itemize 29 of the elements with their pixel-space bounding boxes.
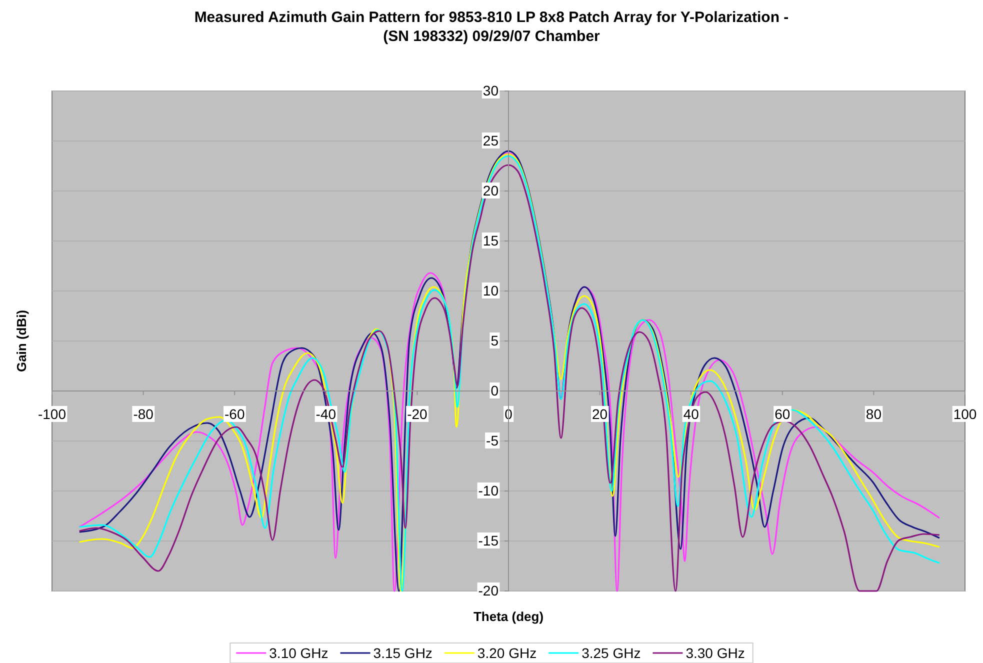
x-axis-title: Theta (deg)	[473, 609, 544, 624]
y-tick-label: -20	[478, 582, 499, 598]
x-tick-label: -80	[133, 406, 154, 422]
y-tick-label: 30	[482, 82, 499, 98]
y-tick-label: 5	[490, 332, 499, 348]
y-axis-title: Gain (dBi)	[14, 310, 29, 372]
y-tick-label: -15	[478, 532, 499, 548]
legend-label: 3.20 GHz	[477, 645, 537, 661]
x-tick-label: 80	[866, 406, 882, 422]
y-tick-label: -5	[486, 432, 499, 448]
legend-label: 3.10 GHz	[269, 645, 328, 661]
x-tick-label: -100	[38, 406, 66, 422]
x-tick-label: 20	[592, 406, 608, 422]
y-tick-label: -10	[478, 482, 499, 498]
x-tick-label: -40	[316, 406, 336, 422]
legend-label: 3.15 GHz	[373, 645, 432, 661]
x-tick-label: -60	[224, 406, 245, 422]
chart-title: Measured Azimuth Gain Pattern for 9853-810 LP 8x8 Patch Array for Y-Polarization - (SN 198332) 09/29/07 Chamber	[194, 9, 789, 45]
y-tick-label: 10	[482, 282, 499, 298]
x-tick-label: 60	[774, 406, 790, 422]
x-tick-label: -20	[407, 406, 428, 422]
legend-label: 3.25 GHz	[582, 645, 641, 661]
y-tick-label: 25	[482, 132, 499, 148]
x-tick-label: 40	[683, 406, 700, 422]
y-tick-label: 20	[482, 182, 499, 198]
y-tick-label: 15	[482, 232, 499, 248]
x-tick-label: 100	[953, 406, 977, 422]
y-tick-label: 0	[490, 382, 499, 398]
legend-label: 3.30 GHz	[686, 645, 745, 661]
